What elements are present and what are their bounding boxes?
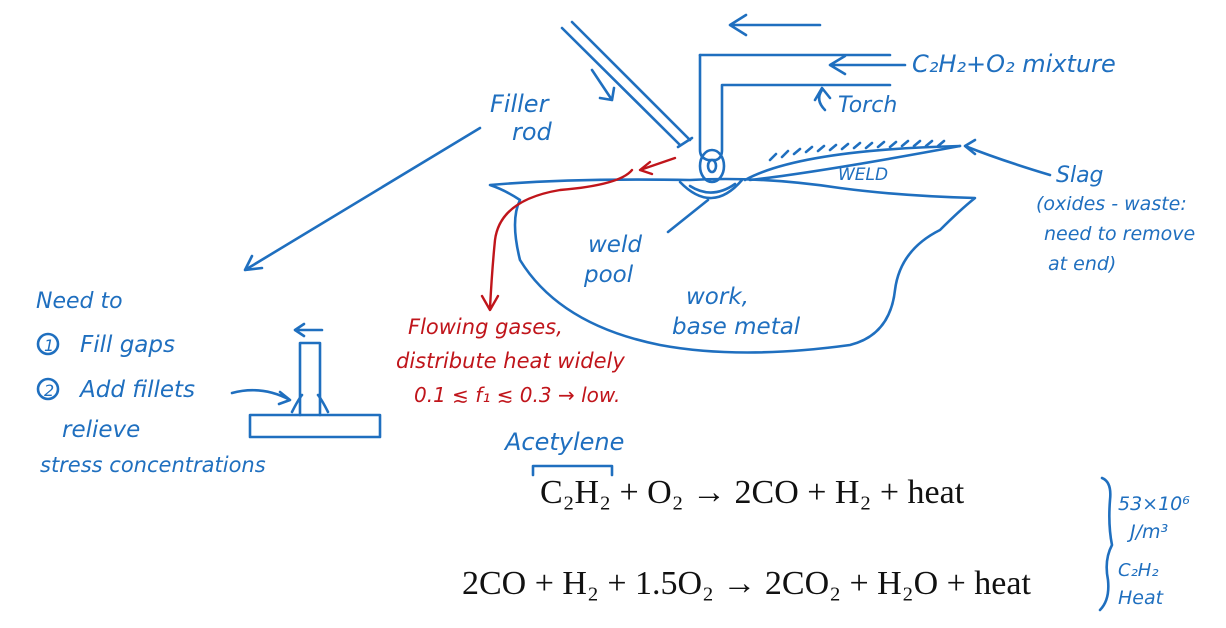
- filler-label-1: Filler: [490, 90, 551, 118]
- heat-value-3: C₂H₂: [1118, 560, 1159, 581]
- torch-assembly: [698, 53, 892, 184]
- flowing-gases-label-1: Flowing gases,: [408, 315, 563, 339]
- fill-gaps-label: Fill gaps: [80, 332, 175, 358]
- step-1-circle: [36, 332, 60, 356]
- flowing-gases-label-3: 0.1 ≲ f₁ ≲ 0.3 → low.: [414, 383, 620, 407]
- step-1-number: 1: [44, 336, 54, 355]
- weld-pool-pointer: [666, 198, 710, 234]
- step-2-circle: [36, 377, 60, 401]
- equation-2: 2CO + H₂ + 1.5O₂ → 2CO₂ + H₂O + heat: [462, 565, 1031, 602]
- weld-pool-label-1: weld: [588, 232, 642, 258]
- weld-pool-shape: [678, 178, 744, 200]
- filler-rod: [560, 20, 694, 149]
- heat-value-2: J/m³: [1126, 521, 1168, 543]
- need-to-label: Need to: [36, 289, 123, 314]
- torch-pointer-arrow: [813, 86, 832, 112]
- gas-flow-arrows: [728, 13, 907, 112]
- weld-pool-label-2: pool: [583, 262, 634, 288]
- heat-flow-annotation: [480, 156, 677, 312]
- pointer-lines: [243, 126, 1052, 272]
- filler-rod-arrow: [243, 126, 482, 272]
- mixture-label: C₂H₂+O₂ mixture: [912, 50, 1116, 78]
- weld-label: WELD: [838, 165, 888, 185]
- relieve-label: relieve: [62, 417, 140, 443]
- slag-pointer: [963, 138, 1052, 177]
- filler-label-2: rod: [512, 118, 553, 146]
- work-label-1: work,: [686, 284, 749, 310]
- heat-value-4: Heat: [1118, 587, 1165, 609]
- slag-label-4: at end): [1048, 253, 1116, 275]
- t-joint-sketch: [230, 322, 382, 439]
- stress-label: stress concentrations: [40, 453, 266, 477]
- acetylene-label: Acetylene: [503, 428, 624, 456]
- workpiece: [488, 139, 977, 354]
- brace: [1098, 476, 1114, 612]
- rod-feed-arrow: [590, 68, 616, 102]
- slag-label-3: need to remove: [1044, 223, 1195, 245]
- flowing-gases-label-2: distribute heat widely: [396, 349, 625, 373]
- torch-label: Torch: [838, 93, 897, 118]
- add-fillets-label: Add fillets: [78, 377, 195, 403]
- heat-value-1: 53×10⁶: [1118, 493, 1190, 515]
- acetylene-bracket: [531, 464, 614, 477]
- slag-label-2: (oxides - waste:: [1036, 193, 1187, 215]
- step-2-number: 2: [44, 381, 54, 400]
- work-label-2: base metal: [672, 314, 801, 340]
- slag-hatching: [768, 139, 946, 162]
- fillet-pointer: [230, 388, 292, 406]
- equation-1: C₂H₂ + O₂ → 2CO + H₂ + heat: [540, 474, 965, 511]
- weld-bead-top: [743, 144, 962, 182]
- slag-label-1: Slag: [1056, 163, 1104, 188]
